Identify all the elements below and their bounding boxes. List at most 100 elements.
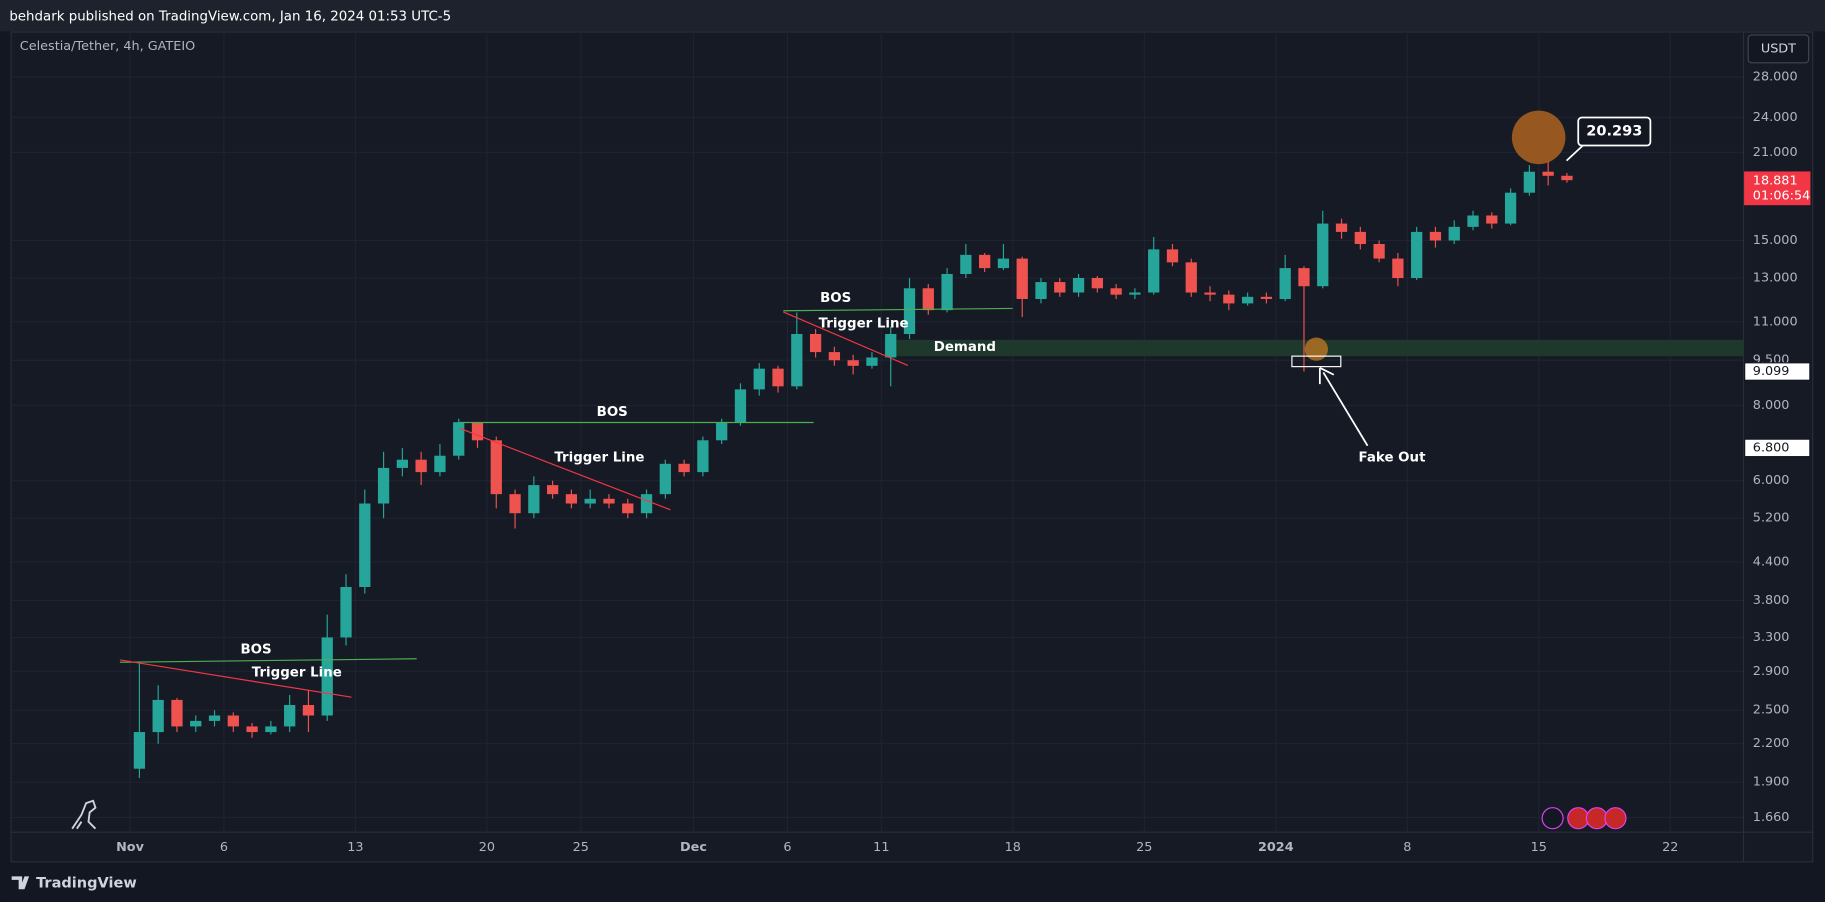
- chart-frame: [10, 31, 1814, 863]
- fakeout-arrow-head: [1318, 367, 1335, 385]
- candle-body: [1129, 292, 1141, 295]
- candle-body: [1523, 171, 1536, 193]
- candle-body: [1298, 268, 1310, 287]
- x-tick-label: Nov: [116, 840, 145, 855]
- y-tick-label: 6.000: [1753, 473, 1790, 488]
- candle-body: [903, 288, 916, 334]
- axes: 28.00024.00021.00015.00013.00011.0009.50…: [116, 69, 1811, 855]
- event-icon[interactable]: [1567, 807, 1590, 830]
- y-tick-label: 21.000: [1753, 145, 1798, 160]
- candle-body: [453, 422, 465, 456]
- candle-body: [697, 440, 709, 473]
- bos-label: BOS: [240, 642, 271, 657]
- candle-body: [791, 333, 803, 387]
- fakeout-arrow: [1322, 371, 1369, 447]
- candle-body: [1467, 215, 1479, 227]
- candle-body: [941, 274, 953, 311]
- candle-body: [659, 463, 671, 495]
- candle-body: [678, 463, 690, 473]
- candle-body: [866, 357, 878, 366]
- event-icon[interactable]: [1604, 807, 1627, 830]
- candles: [133, 161, 1573, 779]
- header-bar: [0, 0, 1825, 32]
- trigger-label: Trigger Line: [252, 666, 342, 681]
- demand-label: Demand: [934, 340, 996, 355]
- candle-body: [546, 485, 559, 495]
- x-tick-label: 6: [783, 840, 791, 855]
- fakeout-marker: [1304, 337, 1329, 361]
- currency-button[interactable]: [1747, 34, 1810, 64]
- candle-body: [1354, 231, 1366, 245]
- trigger-line: [119, 659, 352, 698]
- x-tick-label: Dec: [680, 840, 707, 855]
- candle-body: [471, 422, 484, 441]
- x-tick-label: 8: [1403, 840, 1411, 855]
- y-tick-label: 28.000: [1753, 69, 1798, 84]
- candle-body: [246, 726, 258, 733]
- candle-body: [1241, 296, 1254, 304]
- grid: [11, 31, 1744, 833]
- brand-logo: [11, 876, 30, 890]
- candle-body: [1185, 262, 1197, 293]
- candle-body: [190, 720, 202, 727]
- candle-body: [227, 715, 239, 727]
- top-marker: [1511, 110, 1566, 165]
- callout-box: [1577, 116, 1652, 147]
- candle-body: [302, 705, 315, 716]
- candle-body: [528, 485, 540, 514]
- candle-body: [1542, 171, 1554, 176]
- candle-body: [1016, 258, 1028, 299]
- candle-body: [584, 498, 596, 504]
- candle-body: [1392, 258, 1404, 279]
- x-tick-label: 25: [1136, 840, 1152, 855]
- candle-body: [997, 258, 1010, 269]
- candle-body: [1204, 292, 1216, 295]
- candle-body: [321, 637, 333, 716]
- y-tick-label: 11.000: [1753, 314, 1798, 329]
- candle-body: [1486, 215, 1498, 224]
- event-icon[interactable]: [1541, 807, 1564, 830]
- x-tick-label: 6: [220, 840, 228, 855]
- candle-body: [171, 699, 183, 727]
- candle-body: [133, 732, 146, 769]
- candle-body: [772, 368, 784, 387]
- candle-body: [1411, 231, 1423, 279]
- candle-body: [1072, 278, 1085, 293]
- symbol-label: Celestia/Tether, 4h, GATEIO: [20, 39, 195, 54]
- candle-body: [922, 288, 934, 311]
- y-tick-label: 4.400: [1753, 555, 1790, 570]
- candle-body: [734, 389, 747, 423]
- x-tick-label: 13: [347, 840, 363, 855]
- candle-body: [1448, 226, 1460, 241]
- price-marker: [1744, 438, 1811, 458]
- candle-body: [716, 422, 728, 441]
- candle-body: [565, 494, 578, 504]
- bos-line: [783, 307, 1013, 312]
- fakeout-box: [1291, 355, 1342, 368]
- candle-body: [640, 494, 653, 514]
- candle-body: [1373, 244, 1385, 259]
- candle-body: [284, 705, 296, 727]
- header-title: behdark published on TradingView.com, Ja…: [9, 9, 451, 24]
- y-tick-label: 2.200: [1753, 736, 1790, 751]
- watermark-icon: [71, 799, 97, 830]
- candle-body: [152, 699, 164, 733]
- price-marker-label: 9.099: [1753, 364, 1790, 379]
- candle-body: [490, 440, 502, 495]
- trigger-label: Trigger Line: [819, 317, 909, 332]
- currency-label[interactable]: USDT: [1761, 41, 1796, 56]
- candle-body: [265, 726, 277, 733]
- y-tick-label: 2.500: [1753, 703, 1790, 718]
- candle-body: [603, 498, 615, 504]
- candle-body: [434, 455, 446, 473]
- price-marker-label: 18.881: [1753, 173, 1798, 188]
- y-tick-label: 1.660: [1753, 810, 1790, 825]
- price-marker: [1744, 362, 1811, 381]
- event-icon[interactable]: [1585, 807, 1608, 830]
- y-tick-label: 2.900: [1753, 664, 1790, 679]
- bos-label: BOS: [820, 291, 851, 306]
- candle-body: [1223, 294, 1235, 304]
- x-tick-label: 20: [479, 840, 495, 855]
